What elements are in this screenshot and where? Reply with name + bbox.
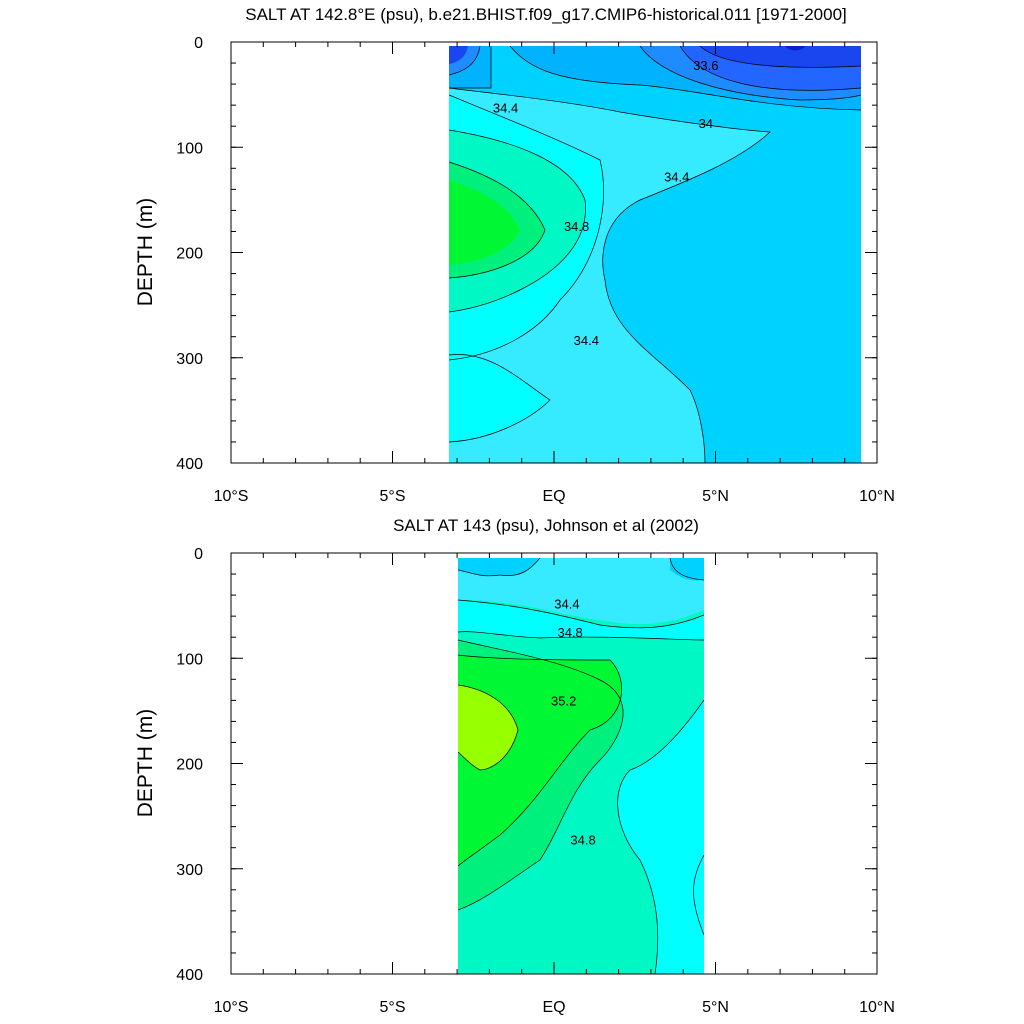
bottom-line-35-2 [458, 654, 623, 867]
bottom-line-35-0 [458, 639, 624, 911]
top-line-34-6 [449, 94, 604, 361]
top-contour-label: 33.6 [693, 58, 718, 73]
top-contour-label: 34.4 [664, 170, 689, 185]
bottom-region-35-4 [458, 685, 518, 770]
top-x-tick-label: 10°N [859, 488, 895, 505]
top-line-33-6 [679, 46, 861, 91]
top-region-33-4 [449, 46, 468, 64]
top-contour-label: 34.4 [493, 100, 518, 115]
top-line-34-8 [449, 129, 586, 313]
bottom-x-tick-label: 5°S [380, 999, 406, 1016]
bottom-line-35-4 [458, 684, 519, 771]
bottom-x-tick-label: 10°S [214, 999, 249, 1016]
bottom-region-34-6b [617, 700, 704, 974]
top-contour-labels: 33.6 34.4 34 34.4 34.8 34.4 [493, 58, 719, 348]
top-y-tick-label: 400 [176, 456, 203, 473]
top-contour-lines [449, 46, 861, 463]
bottom-region-34-2 [458, 558, 540, 576]
top-x-tick-label: 5°S [380, 488, 406, 505]
bottom-contour-label: 35.2 [551, 693, 576, 708]
bottom-line-34-4 [458, 599, 704, 629]
bottom-ticks: 10°S 5°S EQ 5°N 10°N 0 100 200 300 400 [176, 546, 895, 1016]
top-line-34-4 [449, 87, 771, 463]
top-panel: SALT AT 142.8°E (psu), b.e21.BHIST.f09_g… [134, 5, 895, 505]
bottom-panel: SALT AT 143 (psu), Johnson et al (2002) … [134, 516, 895, 1016]
top-line-34-0b [509, 46, 861, 111]
top-region-34-6b [449, 354, 550, 442]
bottom-line-34-6b [617, 699, 704, 974]
top-contour-label: 34.4 [574, 333, 599, 348]
bottom-region-34-6 [458, 600, 704, 640]
bottom-contour-fill [458, 558, 704, 974]
top-contour-label: 34 [699, 116, 713, 131]
bottom-contour-lines [458, 558, 704, 974]
top-y-tick-label: 0 [194, 35, 203, 52]
bottom-y-tick-label: 100 [176, 651, 203, 668]
bottom-contour-labels: 34.4 34.8 35.2 34.8 [551, 597, 596, 848]
bottom-x-tick-label: 5°N [702, 999, 729, 1016]
top-line-35-0 [449, 161, 546, 279]
top-x-tick-label: 10°S [214, 488, 249, 505]
bottom-x-tick-label: EQ [542, 999, 565, 1016]
top-line-33-8 [639, 46, 861, 101]
top-y-tick-label: 300 [176, 351, 203, 368]
bottom-line-34-2b [669, 558, 704, 581]
bottom-y-axis-label: DEPTH (m) [134, 709, 157, 818]
top-y-axis-label: DEPTH (m) [134, 198, 157, 307]
bottom-region-34-4 [458, 558, 704, 625]
top-region-35-2 [449, 180, 520, 265]
top-title: SALT AT 142.8°E (psu), b.e21.BHIST.f09_g… [245, 5, 847, 24]
bottom-y-tick-label: 300 [176, 862, 203, 879]
bottom-title: SALT AT 143 (psu), Johnson et al (2002) [393, 516, 699, 535]
bottom-region-34-2b [670, 558, 704, 581]
bottom-y-tick-label: 0 [194, 546, 203, 563]
top-ticks: 10°S 5°S EQ 5°N 10°N 0 100 200 300 400 [176, 35, 895, 505]
bottom-line-34-6c [693, 854, 704, 936]
bottom-line-34-6 [458, 631, 704, 641]
top-line-33-4 [699, 46, 861, 68]
top-contour-fill [449, 46, 861, 463]
top-y-tick-label: 100 [176, 140, 203, 157]
top-line-34-6b [449, 354, 551, 443]
bottom-x-tick-label: 10°N [859, 999, 895, 1016]
bottom-line-34-2 [458, 558, 541, 577]
top-y-tick-label: 200 [176, 246, 203, 263]
bottom-y-tick-label: 200 [176, 757, 203, 774]
bottom-contour-label: 34.8 [570, 832, 595, 847]
top-region-33-2 [785, 46, 806, 51]
bottom-contour-label: 34.4 [554, 597, 579, 612]
bottom-contour-label: 34.8 [557, 625, 582, 640]
top-line-34-0 [449, 46, 492, 89]
top-x-tick-label: EQ [542, 488, 565, 505]
top-contour-label: 34.8 [564, 219, 589, 234]
top-x-tick-label: 5°N [702, 488, 729, 505]
bottom-y-tick-label: 400 [176, 967, 203, 984]
top-line-33-8c [449, 46, 481, 76]
